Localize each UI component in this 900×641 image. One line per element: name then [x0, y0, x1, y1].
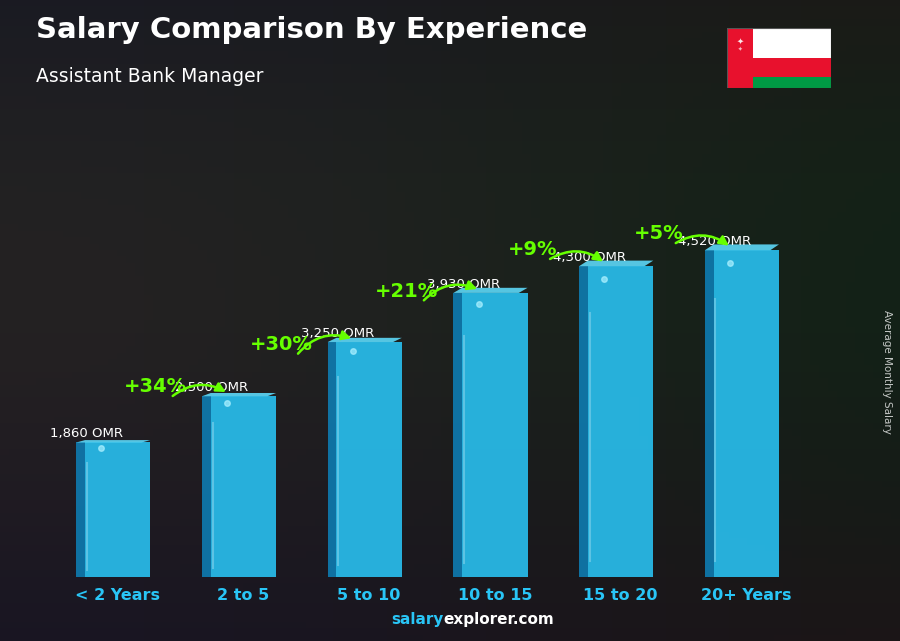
Polygon shape: [579, 261, 653, 266]
Text: +30%: +30%: [249, 335, 312, 354]
Text: 3,250 OMR: 3,250 OMR: [302, 327, 374, 340]
Bar: [85, 442, 150, 577]
Bar: [705, 250, 714, 577]
Text: +21%: +21%: [375, 282, 438, 301]
Bar: [714, 250, 779, 577]
Text: Salary Comparison By Experience: Salary Comparison By Experience: [36, 16, 587, 44]
Bar: [337, 342, 401, 577]
Text: 4,520 OMR: 4,520 OMR: [679, 235, 752, 248]
Bar: [727, 28, 753, 88]
Bar: [753, 28, 831, 58]
Text: 3,930 OMR: 3,930 OMR: [427, 278, 500, 291]
Polygon shape: [76, 440, 150, 442]
Bar: [211, 396, 276, 577]
Bar: [579, 266, 588, 577]
Polygon shape: [202, 393, 276, 396]
Text: salary: salary: [392, 612, 444, 627]
Bar: [202, 396, 211, 577]
Bar: [588, 266, 653, 577]
Bar: [753, 77, 831, 88]
Text: 2,500 OMR: 2,500 OMR: [176, 381, 248, 394]
Text: Assistant Bank Manager: Assistant Bank Manager: [36, 67, 264, 87]
Bar: [76, 442, 85, 577]
Text: Average Monthly Salary: Average Monthly Salary: [881, 310, 892, 434]
Text: 1,860 OMR: 1,860 OMR: [50, 428, 122, 440]
Bar: [753, 58, 831, 77]
Text: +34%: +34%: [124, 378, 187, 396]
Text: +9%: +9%: [508, 240, 557, 259]
Polygon shape: [454, 288, 527, 293]
Text: +5%: +5%: [634, 224, 683, 243]
Bar: [328, 342, 337, 577]
Bar: [463, 293, 527, 577]
Polygon shape: [328, 338, 401, 342]
Text: ✦: ✦: [738, 46, 742, 51]
Bar: [454, 293, 463, 577]
Text: 4,300 OMR: 4,300 OMR: [553, 251, 626, 264]
Text: explorer.com: explorer.com: [444, 612, 554, 627]
Polygon shape: [705, 244, 779, 250]
Text: ✦: ✦: [736, 37, 743, 46]
